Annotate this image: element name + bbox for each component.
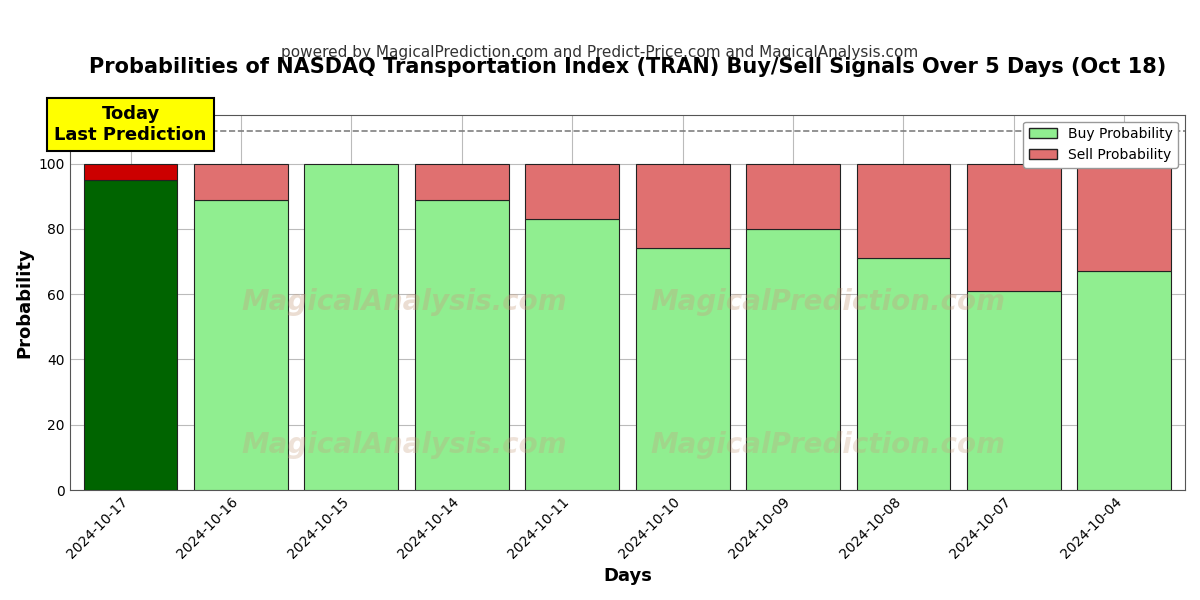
Text: MagicalPrediction.com: MagicalPrediction.com [650, 289, 1006, 316]
Bar [194, 200, 288, 490]
Text: Today
Last Prediction: Today Last Prediction [54, 105, 206, 144]
Bar [526, 219, 619, 490]
Bar [194, 164, 288, 200]
Bar [746, 229, 840, 490]
Bar [1078, 271, 1171, 490]
Bar [636, 248, 730, 490]
X-axis label: Days: Days [602, 567, 652, 585]
Bar [526, 164, 619, 219]
Legend: Buy Probability, Sell Probability: Buy Probability, Sell Probability [1024, 122, 1178, 167]
Title: Probabilities of NASDAQ Transportation Index (TRAN) Buy/Sell Signals Over 5 Days: Probabilities of NASDAQ Transportation I… [89, 57, 1166, 77]
Bar [415, 164, 509, 200]
Bar [1078, 164, 1171, 271]
Bar [857, 164, 950, 258]
Bar [857, 258, 950, 490]
Text: MagicalPrediction.com: MagicalPrediction.com [650, 431, 1006, 459]
Bar [967, 291, 1061, 490]
Text: powered by MagicalPrediction.com and Predict-Price.com and MagicalAnalysis.com: powered by MagicalPrediction.com and Pre… [281, 45, 919, 60]
Bar [84, 180, 178, 490]
Text: MagicalAnalysis.com: MagicalAnalysis.com [241, 431, 568, 459]
Bar [746, 164, 840, 229]
Bar [305, 164, 398, 490]
Bar [415, 200, 509, 490]
Bar [636, 164, 730, 248]
Text: MagicalAnalysis.com: MagicalAnalysis.com [241, 289, 568, 316]
Bar [967, 164, 1061, 291]
Y-axis label: Probability: Probability [14, 247, 34, 358]
Bar [84, 164, 178, 180]
